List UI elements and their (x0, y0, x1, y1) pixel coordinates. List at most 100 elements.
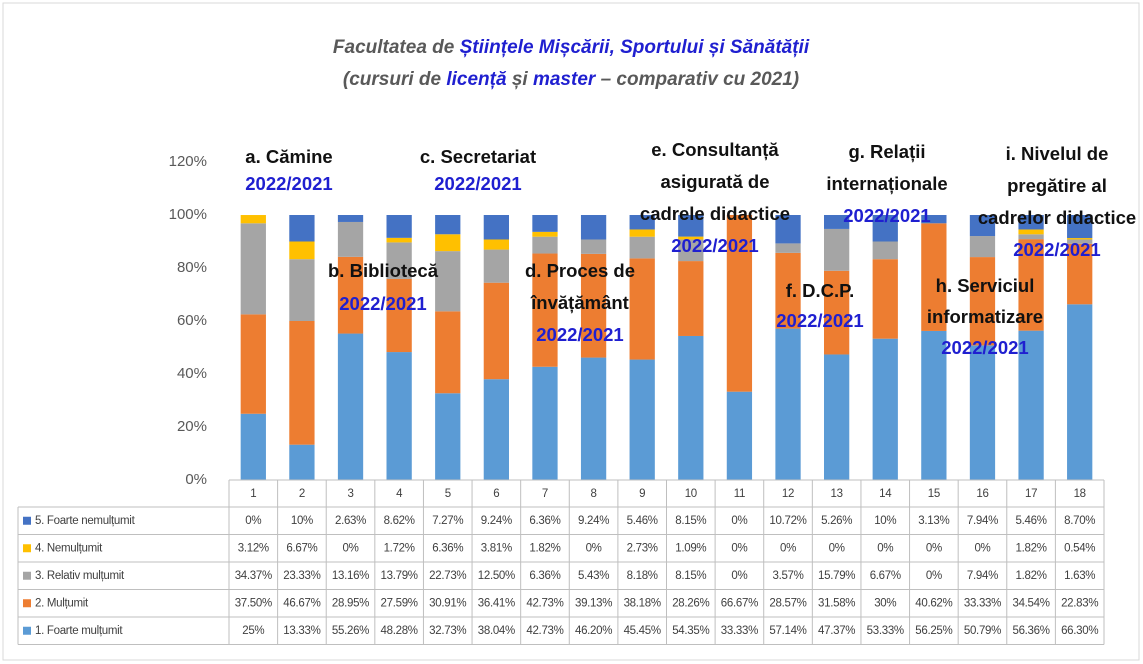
data-label: 45.45% (624, 625, 661, 637)
annotation: e. Consultanță (651, 139, 779, 160)
x-tick-label: 13 (831, 488, 843, 500)
data-label: 22.83% (1061, 597, 1098, 609)
bar-segment (629, 215, 655, 230)
bar-segment (775, 328, 801, 480)
data-label: 5.43% (578, 570, 609, 582)
legend-label: 5. Foarte nemulțumit (35, 515, 136, 527)
annotation-period: 2022/2021 (1013, 239, 1100, 260)
data-label: 8.62% (384, 515, 415, 527)
bar-segment (337, 333, 364, 480)
data-label: 10.72% (769, 515, 806, 527)
bar-segment (435, 311, 461, 394)
annotation-period: 2022/2021 (843, 205, 930, 226)
bar-segment (483, 282, 509, 380)
bar-segment (289, 321, 315, 445)
data-label: 5.46% (627, 515, 658, 527)
data-label: 0% (926, 542, 942, 554)
annotation: informatizare (927, 306, 1043, 327)
data-label: 28.26% (672, 597, 709, 609)
bar-segment (921, 223, 947, 331)
title-part: licență (446, 69, 507, 90)
bar-segment (872, 338, 898, 480)
bar-segment (629, 236, 655, 259)
bar-segment (872, 241, 898, 260)
data-label: 23.33% (283, 570, 320, 582)
data-label: 6.36% (529, 515, 560, 527)
data-label: 15.79% (818, 570, 855, 582)
bar-segment (775, 215, 801, 244)
data-label: 66.30% (1061, 625, 1098, 637)
bar-segment (532, 366, 558, 480)
data-label: 5.46% (1016, 515, 1047, 527)
bar-segment (580, 239, 607, 254)
bar-segment (1067, 239, 1093, 244)
data-label: 1.63% (1064, 570, 1095, 582)
legend-label: 2. Mulțumit (35, 597, 89, 609)
data-label: 22.73% (429, 570, 466, 582)
annotation-period: 2022/2021 (776, 310, 863, 331)
data-label: 8.15% (675, 570, 706, 582)
data-label: 28.57% (769, 597, 806, 609)
bar-segment (435, 393, 461, 480)
data-label: 40.62% (915, 597, 952, 609)
data-label: 1.82% (1016, 542, 1047, 554)
bar-segment (289, 241, 315, 260)
bar-segment (1067, 243, 1093, 305)
bar-segment (483, 249, 509, 283)
bar-segment (483, 215, 509, 240)
bar-segment (775, 243, 801, 253)
data-label: 0% (586, 542, 602, 554)
title-part: (cursuri de (343, 69, 446, 90)
data-label: 0% (343, 542, 359, 554)
x-tick-label: 18 (1074, 488, 1086, 500)
bar-segment (872, 259, 898, 339)
bar-segment (532, 231, 558, 237)
bar-segment (678, 261, 704, 336)
legend-swatch (23, 626, 31, 635)
data-label: 12.50% (478, 570, 515, 582)
title-part: – comparativ cu 2021) (595, 69, 799, 90)
data-label: 28.95% (332, 597, 369, 609)
bar-segment (337, 256, 364, 334)
data-label: 8.70% (1064, 515, 1095, 527)
title-part: master (533, 69, 597, 90)
bar-segment (824, 215, 850, 229)
annotation: g. Relații (848, 141, 925, 162)
title-part: și (507, 69, 533, 90)
legend-label: 3. Relativ mulțumit (35, 570, 125, 582)
data-label: 57.14% (769, 625, 806, 637)
y-tick-label: 80% (177, 259, 207, 276)
data-label: 0% (245, 515, 261, 527)
annotation: d. Proces de (525, 260, 635, 281)
y-tick-label: 120% (169, 153, 207, 170)
data-label: 36.41% (478, 597, 515, 609)
annotation: a. Cămine (245, 146, 332, 167)
data-label: 31.58% (818, 597, 855, 609)
data-label: 0% (877, 542, 893, 554)
data-label: 0% (731, 515, 747, 527)
data-label: 9.24% (578, 515, 609, 527)
bar-segment (240, 215, 266, 224)
bar-segment (1018, 330, 1044, 480)
annotation: cadrelor didactice (978, 207, 1136, 228)
bar-segment (580, 357, 607, 480)
data-label: 3.81% (481, 542, 512, 554)
bar-segment (483, 379, 509, 480)
data-label: 30.91% (429, 597, 466, 609)
data-label: 1.82% (529, 542, 560, 554)
bar-segment (921, 215, 947, 224)
x-tick-label: 5 (445, 488, 451, 500)
x-tick-label: 2 (299, 488, 305, 500)
bar-segment (1067, 304, 1093, 480)
data-label: 32.73% (429, 625, 466, 637)
data-label: 3.57% (772, 570, 803, 582)
bar-segment (969, 257, 996, 346)
data-label: 54.35% (672, 625, 709, 637)
y-tick-label: 60% (177, 312, 207, 329)
data-label: 50.79% (964, 625, 1001, 637)
data-label: 7.94% (967, 570, 998, 582)
bar-segment (483, 239, 509, 250)
x-tick-label: 17 (1025, 488, 1037, 500)
data-label: 8.15% (675, 515, 706, 527)
bar-segment (872, 215, 898, 242)
